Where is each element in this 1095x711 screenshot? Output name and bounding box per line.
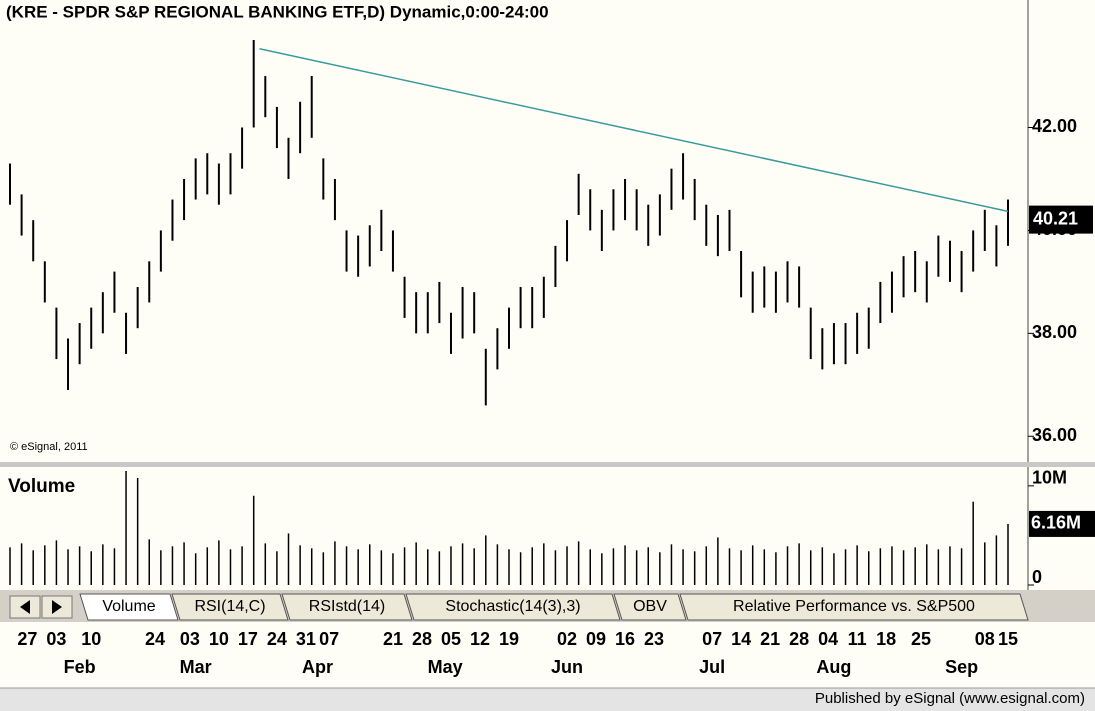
x-tick-label: 03 bbox=[180, 629, 200, 649]
x-tick-label: 28 bbox=[412, 629, 432, 649]
x-tick-label: 05 bbox=[441, 629, 461, 649]
x-tick-label: 18 bbox=[876, 629, 896, 649]
tabs: Volume RSI(14,C) RSIstd(14) Stochastic(1… bbox=[79, 593, 1029, 621]
x-tick-label: 25 bbox=[911, 629, 931, 649]
tab-label[interactable]: Volume bbox=[102, 598, 155, 615]
month-label: Jun bbox=[551, 657, 583, 677]
tab-label[interactable]: OBV bbox=[633, 598, 667, 615]
arrow-right bbox=[52, 600, 62, 614]
copyright: © eSignal, 2011 bbox=[10, 441, 88, 453]
tab-label[interactable]: Stochastic(14(3),3) bbox=[445, 598, 580, 615]
y-tick-label: 10M bbox=[1032, 468, 1067, 488]
x-tick-label: 02 bbox=[557, 629, 577, 649]
x-tick-label: 27 bbox=[17, 629, 37, 649]
pane-title: Volume bbox=[8, 476, 75, 497]
x-tick-label: 12 bbox=[470, 629, 490, 649]
x-tick-label: 16 bbox=[615, 629, 635, 649]
tab[interactable] bbox=[79, 593, 179, 621]
month-label: Mar bbox=[180, 657, 212, 677]
x-tick-label: 21 bbox=[383, 629, 403, 649]
tab-label[interactable]: RSI(14,C) bbox=[194, 598, 265, 615]
tab[interactable] bbox=[679, 593, 1029, 621]
y-tick-label: 38.00 bbox=[1032, 322, 1077, 342]
y-tick-label: 36.00 bbox=[1032, 425, 1077, 445]
arrow-left bbox=[20, 600, 30, 614]
x-tick-label: 04 bbox=[818, 629, 838, 649]
y-tick-label: 0 bbox=[1032, 567, 1042, 587]
x-tick-label: 24 bbox=[267, 629, 287, 649]
tab-label[interactable]: Relative Performance vs. S&P500 bbox=[733, 598, 975, 615]
footer-bar bbox=[0, 688, 1095, 711]
chart-title: (KRE - SPDR S&P REGIONAL BANKING ETF,D) … bbox=[6, 2, 549, 21]
x-tick-label: 31 bbox=[296, 629, 316, 649]
x-tick-label: 11 bbox=[848, 629, 867, 649]
x-tick-label: 03 bbox=[46, 629, 66, 649]
last-volume-label: 6.16M bbox=[1031, 513, 1081, 533]
x-tick-label: 14 bbox=[731, 629, 751, 649]
pane-divider bbox=[0, 462, 1095, 467]
y-tick-label: 42.00 bbox=[1032, 116, 1077, 136]
last-price-box bbox=[1029, 205, 1093, 234]
x-tick-label: 15 bbox=[998, 629, 1018, 649]
x-tick-label: 28 bbox=[789, 629, 809, 649]
month-label: Aug bbox=[816, 657, 851, 677]
month-label: Apr bbox=[302, 657, 333, 677]
x-tick-label: 10 bbox=[81, 629, 101, 649]
month-label: May bbox=[428, 657, 463, 677]
x-tick-label: 21 bbox=[760, 629, 780, 649]
tab[interactable] bbox=[171, 593, 289, 621]
tab[interactable] bbox=[613, 593, 687, 621]
tab-label[interactable]: RSIstd(14) bbox=[309, 598, 385, 615]
last-volume-box bbox=[1029, 510, 1095, 537]
x-tick-label: 17 bbox=[238, 629, 258, 649]
trendline bbox=[259, 48, 1009, 213]
footer: Published by eSignal (www.esignal.com) bbox=[815, 690, 1085, 707]
x-tick-label: 08 bbox=[975, 629, 995, 649]
x-tick-label: 09 bbox=[586, 629, 606, 649]
month-label: Jul bbox=[699, 657, 725, 677]
month-label: Sep bbox=[945, 657, 978, 677]
month-label: Feb bbox=[64, 657, 96, 677]
x-tick-label: 24 bbox=[145, 629, 165, 649]
x-tick-label: 23 bbox=[644, 629, 664, 649]
x-tick-label: 10 bbox=[209, 629, 229, 649]
tab[interactable] bbox=[281, 593, 413, 621]
tab[interactable] bbox=[405, 593, 621, 621]
x-tick-label: 07 bbox=[319, 629, 339, 649]
x-tick-label: 19 bbox=[499, 629, 519, 649]
last-price-label: 40.21 bbox=[1033, 208, 1078, 228]
x-tick-label: 07 bbox=[702, 629, 722, 649]
